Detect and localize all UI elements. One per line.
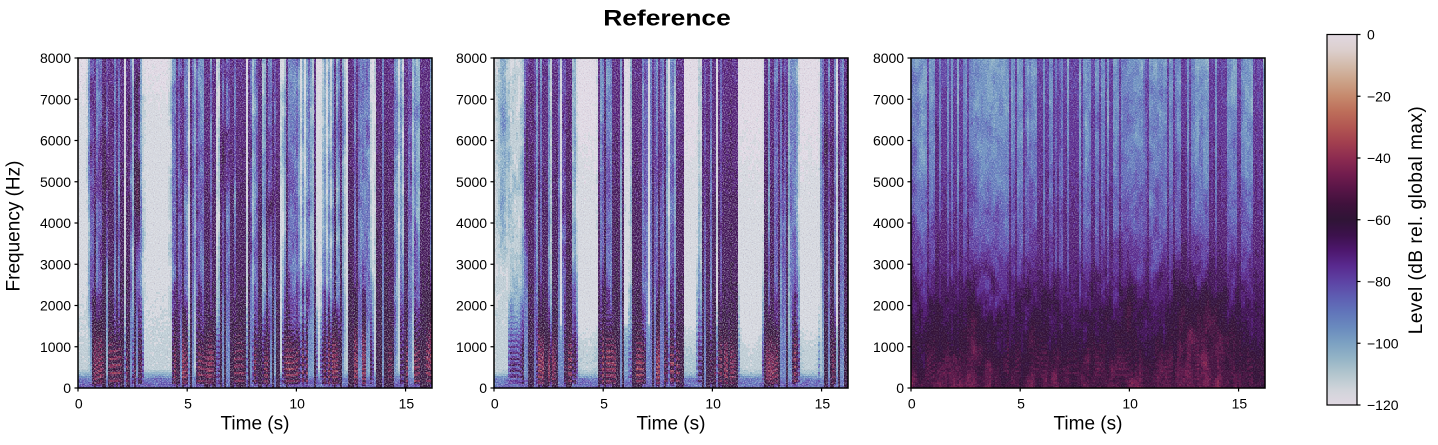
svg-text:0: 0 xyxy=(63,380,71,396)
svg-text:4000: 4000 xyxy=(40,215,71,231)
svg-text:0: 0 xyxy=(479,380,487,396)
svg-text:0: 0 xyxy=(896,380,904,396)
svg-text:15: 15 xyxy=(399,396,415,412)
svg-text:5000: 5000 xyxy=(873,174,904,190)
svg-text:0: 0 xyxy=(1367,27,1375,43)
svg-text:1000: 1000 xyxy=(456,339,487,355)
svg-text:6000: 6000 xyxy=(873,133,904,149)
svg-text:2000: 2000 xyxy=(456,298,487,314)
svg-text:1000: 1000 xyxy=(873,339,904,355)
svg-text:15: 15 xyxy=(815,396,831,412)
svg-text:Time (s): Time (s) xyxy=(637,414,706,435)
svg-text:0: 0 xyxy=(908,396,916,412)
svg-text:5000: 5000 xyxy=(456,174,487,190)
svg-text:5: 5 xyxy=(600,396,608,412)
svg-text:10: 10 xyxy=(289,396,305,412)
svg-text:Time (s): Time (s) xyxy=(1054,414,1123,435)
svg-text:10: 10 xyxy=(705,396,721,412)
svg-text:5000: 5000 xyxy=(40,174,71,190)
svg-text:3000: 3000 xyxy=(456,256,487,272)
svg-text:7000: 7000 xyxy=(456,91,487,107)
svg-text:8000: 8000 xyxy=(873,50,904,66)
svg-text:Reference: Reference xyxy=(603,6,731,30)
svg-text:6000: 6000 xyxy=(456,133,487,149)
svg-text:Level (dB rel. global max): Level (dB rel. global max) xyxy=(1406,106,1427,334)
svg-text:7000: 7000 xyxy=(873,91,904,107)
svg-text:5: 5 xyxy=(1017,396,1025,412)
svg-text:3000: 3000 xyxy=(873,256,904,272)
svg-text:4000: 4000 xyxy=(873,215,904,231)
svg-text:8000: 8000 xyxy=(456,50,487,66)
svg-text:0: 0 xyxy=(491,396,499,412)
svg-text:−20: −20 xyxy=(1367,88,1391,104)
svg-text:−40: −40 xyxy=(1367,150,1391,166)
svg-text:Time (s): Time (s) xyxy=(221,414,290,435)
svg-text:15: 15 xyxy=(1232,396,1248,412)
svg-text:3000: 3000 xyxy=(40,256,71,272)
svg-text:2000: 2000 xyxy=(873,298,904,314)
svg-text:−100: −100 xyxy=(1367,335,1399,351)
svg-text:1000: 1000 xyxy=(40,339,71,355)
svg-text:10: 10 xyxy=(1122,396,1138,412)
svg-text:4000: 4000 xyxy=(456,215,487,231)
svg-text:8000: 8000 xyxy=(40,50,71,66)
svg-text:6000: 6000 xyxy=(40,133,71,149)
svg-text:2000: 2000 xyxy=(40,298,71,314)
svg-text:Frequency (Hz): Frequency (Hz) xyxy=(4,161,25,292)
svg-text:0: 0 xyxy=(75,396,83,412)
svg-text:−60: −60 xyxy=(1367,212,1391,228)
svg-text:7000: 7000 xyxy=(40,91,71,107)
svg-text:−120: −120 xyxy=(1367,397,1399,413)
svg-text:−80: −80 xyxy=(1367,274,1391,290)
svg-text:5: 5 xyxy=(184,396,192,412)
